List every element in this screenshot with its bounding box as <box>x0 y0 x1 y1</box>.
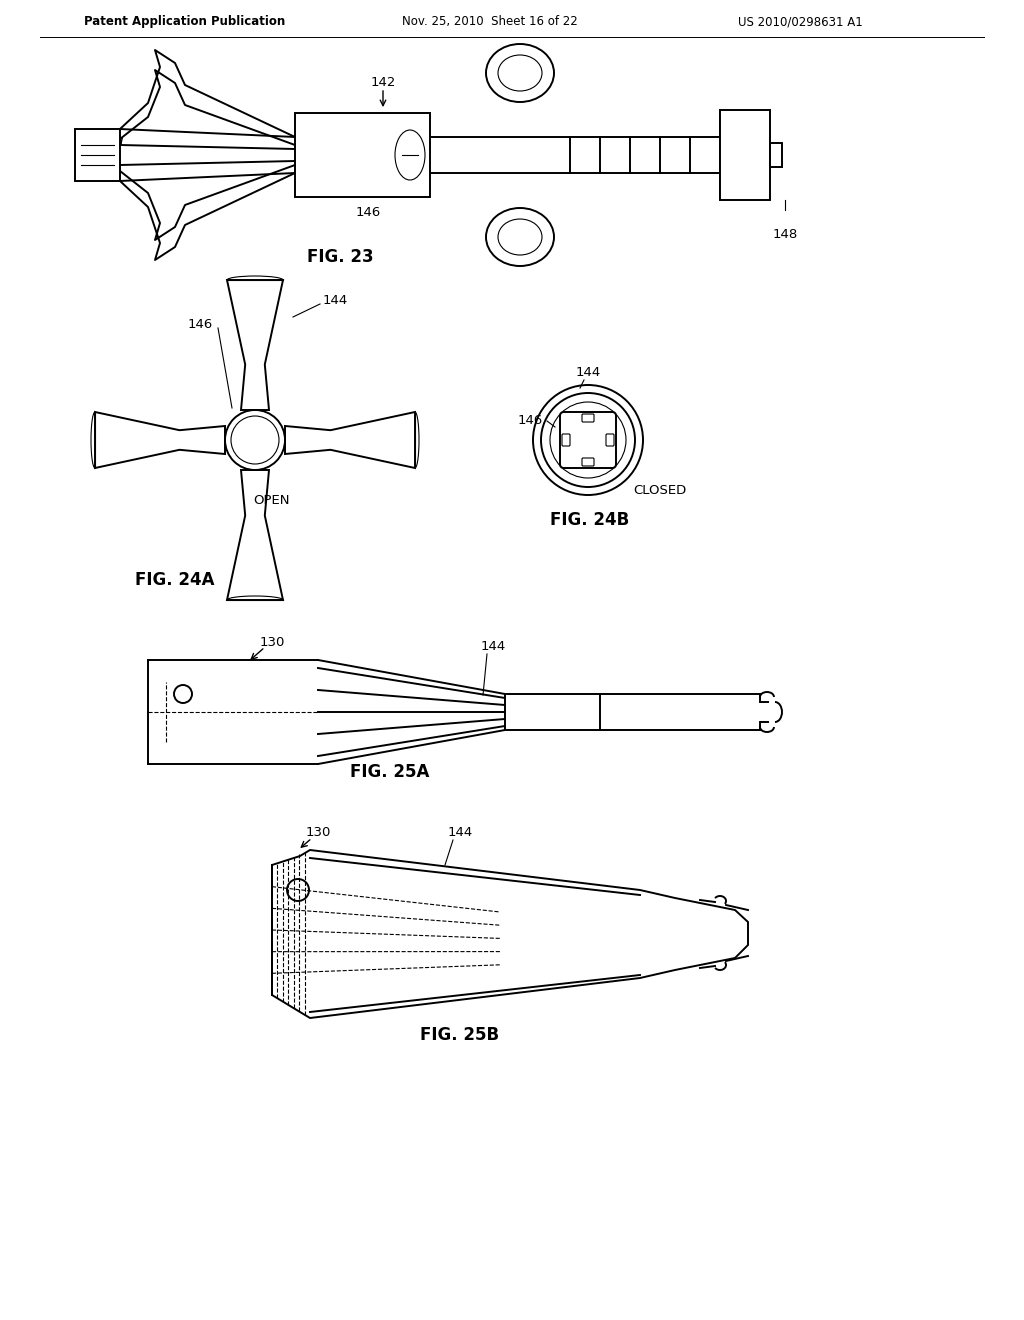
Text: FIG. 25A: FIG. 25A <box>350 763 430 781</box>
Text: FIG. 23: FIG. 23 <box>306 248 374 267</box>
Bar <box>505 694 600 730</box>
Bar <box>770 143 782 168</box>
Text: 144: 144 <box>323 293 347 306</box>
Text: 130: 130 <box>259 635 285 648</box>
Bar <box>75 129 120 181</box>
FancyBboxPatch shape <box>606 434 614 446</box>
Text: CLOSED: CLOSED <box>634 483 687 496</box>
Text: 144: 144 <box>447 826 473 840</box>
Text: Patent Application Publication: Patent Application Publication <box>84 16 286 29</box>
Text: 144: 144 <box>480 640 506 653</box>
FancyBboxPatch shape <box>562 434 570 446</box>
Text: 142: 142 <box>371 75 395 88</box>
Text: Nov. 25, 2010  Sheet 16 of 22: Nov. 25, 2010 Sheet 16 of 22 <box>402 16 578 29</box>
Bar <box>720 110 770 201</box>
Text: FIG. 24B: FIG. 24B <box>550 511 630 529</box>
FancyBboxPatch shape <box>582 414 594 422</box>
Text: 148: 148 <box>772 228 798 242</box>
FancyBboxPatch shape <box>582 458 594 466</box>
Text: FIG. 25B: FIG. 25B <box>421 1026 500 1044</box>
Text: 144: 144 <box>95 132 121 144</box>
Text: 144: 144 <box>575 367 601 380</box>
Text: US 2010/0298631 A1: US 2010/0298631 A1 <box>737 16 862 29</box>
Text: 146: 146 <box>187 318 213 330</box>
Text: FIG. 24A: FIG. 24A <box>135 572 215 589</box>
Text: 146: 146 <box>517 413 543 426</box>
Bar <box>295 114 430 197</box>
Text: OPEN: OPEN <box>254 494 290 507</box>
FancyBboxPatch shape <box>560 412 616 469</box>
Text: 146: 146 <box>355 206 381 219</box>
Text: 130: 130 <box>305 826 331 840</box>
